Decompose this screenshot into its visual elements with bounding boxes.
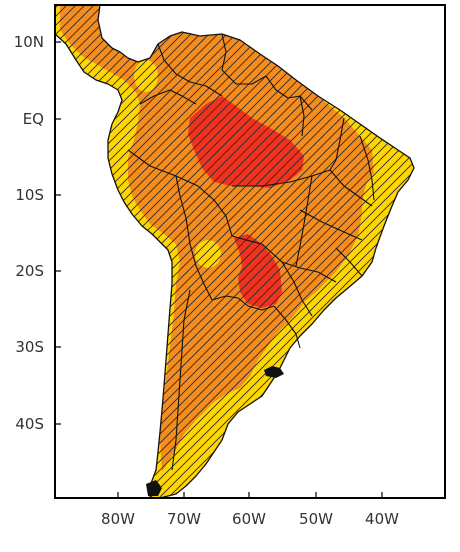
y-axis: 10N EQ 10S 20S 30S 40S: [14, 33, 61, 433]
x-tick-label: 50W: [299, 510, 333, 528]
y-tick-label: 10S: [15, 186, 44, 204]
x-axis: 80W 70W 60W 50W 40W: [101, 492, 399, 528]
map-frame: [54, 4, 446, 499]
y-tick-label: 10N: [14, 33, 44, 51]
x-tick-label: 80W: [101, 510, 135, 528]
tierra-del-fuego: [146, 480, 162, 496]
y-tick-label: 40S: [15, 415, 44, 433]
x-tick-label: 40W: [365, 510, 399, 528]
coastline: [55, 5, 415, 498]
y-tick-label: EQ: [23, 110, 44, 128]
x-tick-label: 60W: [232, 510, 266, 528]
country-borders: [127, 33, 375, 471]
falklands-island: [264, 366, 284, 378]
x-tick-label: 70W: [167, 510, 201, 528]
y-tick-label: 30S: [15, 338, 44, 356]
y-tick-label: 20S: [15, 262, 44, 280]
